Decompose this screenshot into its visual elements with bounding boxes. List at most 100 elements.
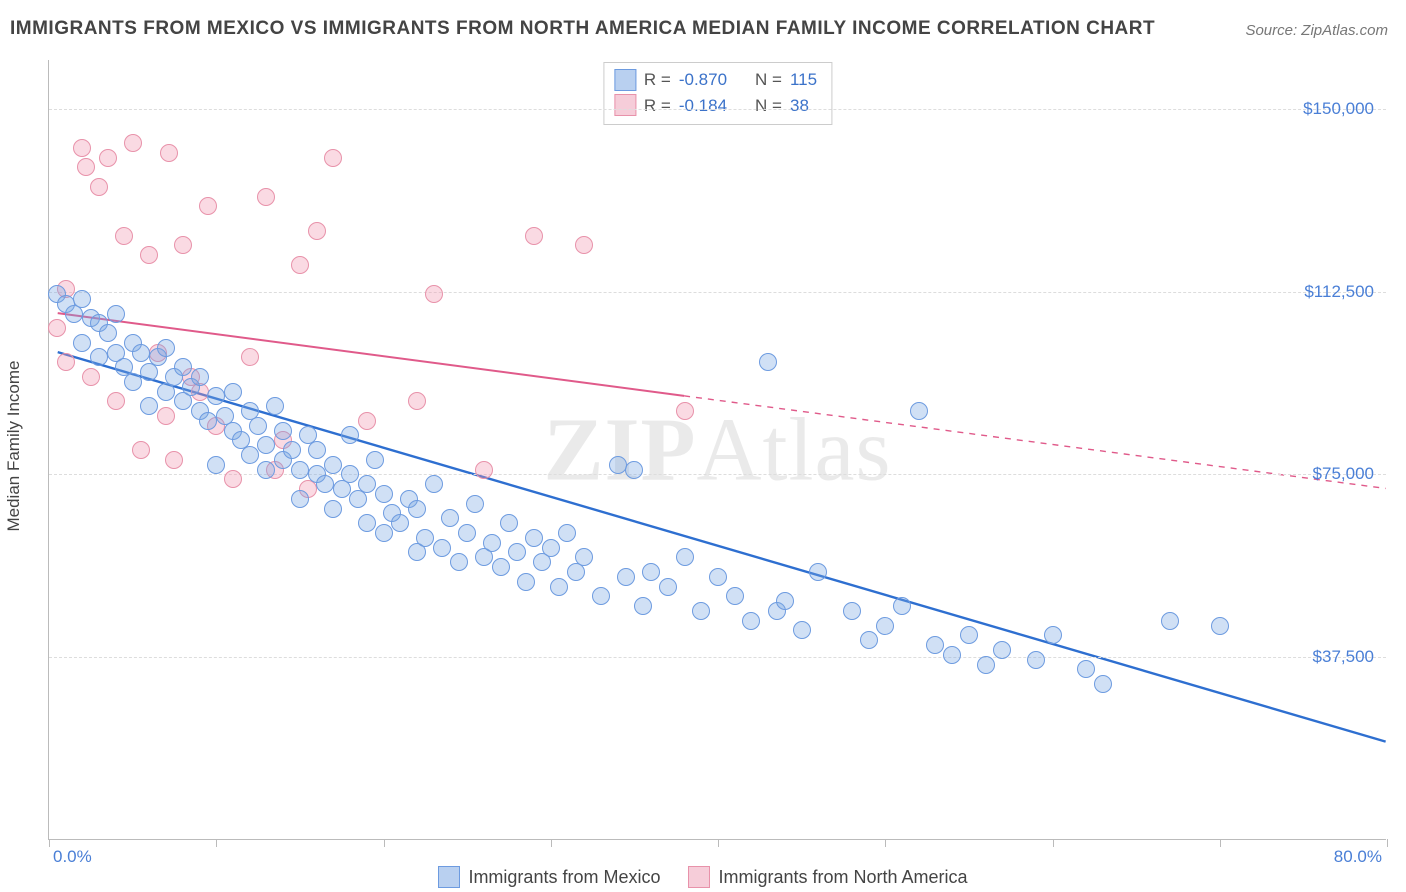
data-point xyxy=(157,407,175,425)
data-point xyxy=(910,402,928,420)
data-point xyxy=(324,149,342,167)
data-point xyxy=(160,144,178,162)
n-label: N = xyxy=(755,93,782,119)
data-point xyxy=(1094,675,1112,693)
data-point xyxy=(759,353,777,371)
data-point xyxy=(550,578,568,596)
data-point xyxy=(90,178,108,196)
data-point xyxy=(99,149,117,167)
plot-area: ZIPAtlas R = -0.870 N = 115 R = -0.184 N… xyxy=(48,60,1386,840)
legend-item-north-america: Immigrants from North America xyxy=(688,866,967,888)
data-point xyxy=(257,188,275,206)
data-point xyxy=(199,197,217,215)
data-point xyxy=(73,139,91,157)
data-point xyxy=(124,134,142,152)
data-point xyxy=(408,500,426,518)
data-point xyxy=(575,548,593,566)
data-point xyxy=(90,348,108,366)
data-point xyxy=(291,490,309,508)
swatch-mexico xyxy=(614,69,636,91)
y-tick-label: $75,000 xyxy=(1313,464,1374,484)
data-point xyxy=(157,339,175,357)
data-point xyxy=(308,222,326,240)
data-point xyxy=(48,319,66,337)
data-point xyxy=(993,641,1011,659)
x-tick xyxy=(885,839,886,847)
series-legend: Immigrants from Mexico Immigrants from N… xyxy=(0,866,1406,888)
data-point xyxy=(1211,617,1229,635)
stats-row-2: R = -0.184 N = 38 xyxy=(614,93,817,119)
r-label: R = xyxy=(644,67,671,93)
data-point xyxy=(977,656,995,674)
data-point xyxy=(257,461,275,479)
data-point xyxy=(793,621,811,639)
data-point xyxy=(77,158,95,176)
data-point xyxy=(475,461,493,479)
data-point xyxy=(659,578,677,596)
data-point xyxy=(241,348,259,366)
data-point xyxy=(809,563,827,581)
y-tick-label: $112,500 xyxy=(1304,282,1374,302)
x-tick xyxy=(1387,839,1388,847)
data-point xyxy=(960,626,978,644)
gridline xyxy=(49,657,1386,658)
y-axis-label: Median Family Income xyxy=(4,360,24,531)
data-point xyxy=(249,417,267,435)
data-point xyxy=(433,539,451,557)
y-tick-label: $37,500 xyxy=(1313,647,1374,667)
data-point xyxy=(843,602,861,620)
data-point xyxy=(692,602,710,620)
data-point xyxy=(224,470,242,488)
data-point xyxy=(291,461,309,479)
data-point xyxy=(642,563,660,581)
data-point xyxy=(926,636,944,654)
data-point xyxy=(124,373,142,391)
data-point xyxy=(257,436,275,454)
n-value-2: 38 xyxy=(790,93,809,119)
data-point xyxy=(876,617,894,635)
data-point xyxy=(107,392,125,410)
y-tick-label: $150,000 xyxy=(1303,99,1374,119)
data-point xyxy=(592,587,610,605)
data-point xyxy=(57,353,75,371)
data-point xyxy=(408,392,426,410)
x-tick xyxy=(384,839,385,847)
data-point xyxy=(174,358,192,376)
data-point xyxy=(508,543,526,561)
data-point xyxy=(358,514,376,532)
x-tick xyxy=(49,839,50,847)
data-point xyxy=(634,597,652,615)
data-point xyxy=(617,568,635,586)
chart-container: IMMIGRANTS FROM MEXICO VS IMMIGRANTS FRO… xyxy=(0,0,1406,892)
data-point xyxy=(274,422,292,440)
data-point xyxy=(199,412,217,430)
r-label: R = xyxy=(644,93,671,119)
r-value-1: -0.870 xyxy=(679,67,727,93)
gridline xyxy=(49,474,1386,475)
data-point xyxy=(316,475,334,493)
data-point xyxy=(483,534,501,552)
data-point xyxy=(726,587,744,605)
data-point xyxy=(575,236,593,254)
data-point xyxy=(742,612,760,630)
data-point xyxy=(241,446,259,464)
data-point xyxy=(324,456,342,474)
data-point xyxy=(1044,626,1062,644)
data-point xyxy=(609,456,627,474)
data-point xyxy=(542,539,560,557)
data-point xyxy=(1077,660,1095,678)
data-point xyxy=(776,592,794,610)
data-point xyxy=(140,397,158,415)
data-point xyxy=(525,529,543,547)
swatch-north-america xyxy=(614,94,636,116)
data-point xyxy=(107,305,125,323)
swatch-mexico xyxy=(438,866,460,888)
data-point xyxy=(308,441,326,459)
data-point xyxy=(450,553,468,571)
data-point xyxy=(358,475,376,493)
x-tick xyxy=(1220,839,1221,847)
gridline xyxy=(49,109,1386,110)
data-point xyxy=(416,529,434,547)
n-value-1: 115 xyxy=(790,67,817,93)
data-point xyxy=(709,568,727,586)
